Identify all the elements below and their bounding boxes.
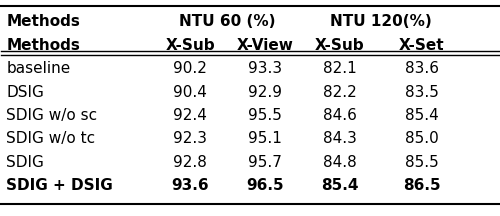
Text: 84.8: 84.8	[322, 155, 356, 170]
Text: baseline: baseline	[6, 61, 70, 76]
Text: 93.6: 93.6	[172, 178, 209, 193]
Text: 85.4: 85.4	[321, 178, 358, 193]
Text: Methods: Methods	[6, 14, 80, 29]
Text: 85.5: 85.5	[404, 155, 438, 170]
Text: 85.0: 85.0	[404, 131, 438, 146]
Text: 82.1: 82.1	[322, 61, 356, 76]
Text: DSIG: DSIG	[6, 84, 44, 100]
Text: 83.5: 83.5	[404, 84, 438, 100]
Text: 84.6: 84.6	[322, 108, 356, 123]
Text: SDIG w/o sc: SDIG w/o sc	[6, 108, 98, 123]
Text: 95.5: 95.5	[248, 108, 282, 123]
Text: 90.2: 90.2	[174, 61, 208, 76]
Text: SDIG w/o tc: SDIG w/o tc	[6, 131, 96, 146]
Text: 82.2: 82.2	[322, 84, 356, 100]
Text: Methods: Methods	[6, 38, 80, 53]
Text: NTU 120(%): NTU 120(%)	[330, 14, 432, 29]
Text: NTU 60 (%): NTU 60 (%)	[180, 14, 276, 29]
Text: 95.1: 95.1	[248, 131, 282, 146]
Text: 92.3: 92.3	[174, 131, 208, 146]
Text: 85.4: 85.4	[404, 108, 438, 123]
Text: 95.7: 95.7	[248, 155, 282, 170]
Text: SDIG + DSIG: SDIG + DSIG	[6, 178, 113, 193]
Text: 96.5: 96.5	[246, 178, 284, 193]
Text: 92.4: 92.4	[174, 108, 208, 123]
Text: 93.3: 93.3	[248, 61, 282, 76]
Text: 90.4: 90.4	[174, 84, 208, 100]
Text: 92.9: 92.9	[248, 84, 282, 100]
Text: X-Sub: X-Sub	[166, 38, 215, 53]
Text: X-View: X-View	[236, 38, 294, 53]
Text: 83.6: 83.6	[404, 61, 438, 76]
Text: 86.5: 86.5	[402, 178, 440, 193]
Text: X-Set: X-Set	[398, 38, 444, 53]
Text: 84.3: 84.3	[322, 131, 356, 146]
Text: 92.8: 92.8	[174, 155, 208, 170]
Text: SDIG: SDIG	[6, 155, 44, 170]
Text: X-Sub: X-Sub	[314, 38, 364, 53]
